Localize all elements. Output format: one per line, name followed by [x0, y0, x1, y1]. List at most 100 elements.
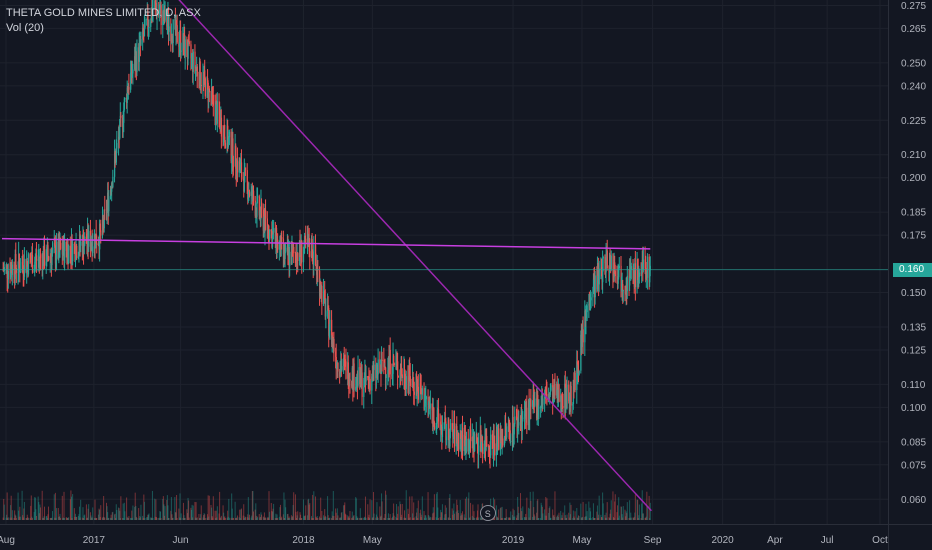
symbol-title[interactable]: THETA GOLD MINES LIMITED, D, ASX	[6, 7, 201, 19]
volume-bar	[448, 517, 450, 520]
volume-bar	[568, 517, 570, 520]
time-axis[interactable]: Aug 2017 Jun 2018 May 2019 May Sep 2020 Apr Jul Oct	[0, 524, 932, 547]
volume-bar	[407, 508, 409, 520]
volume-bar	[405, 490, 407, 520]
candle-body	[176, 25, 178, 43]
dividend-marker-icon[interactable]: S	[479, 505, 496, 521]
volume-bar	[629, 500, 631, 520]
volume-bar	[287, 513, 289, 520]
candle-body	[596, 265, 599, 290]
candle-body	[363, 387, 365, 397]
volume-bar	[585, 503, 587, 520]
volume-bar	[30, 495, 32, 520]
volume-bar	[96, 517, 98, 520]
candle-body	[285, 247, 287, 252]
volume-bar	[91, 517, 93, 520]
candle-body	[417, 386, 419, 400]
candle-body	[397, 375, 399, 378]
volume-bar	[609, 513, 611, 520]
candle-body	[289, 251, 291, 266]
volume-bar	[347, 517, 349, 520]
volume-bar	[303, 516, 305, 520]
volume-bar	[42, 517, 44, 520]
volume-bar	[345, 514, 347, 520]
volume-bar	[590, 517, 592, 520]
volume-bar	[216, 517, 218, 520]
volume-bar	[190, 507, 192, 520]
volume-bar	[389, 514, 391, 520]
volume-bar	[59, 513, 61, 520]
candle-body	[31, 255, 34, 273]
volume-bar	[372, 517, 374, 520]
volume-bar	[174, 512, 176, 520]
volume-bar	[360, 517, 362, 520]
volume-bar	[642, 513, 644, 520]
candle-body	[606, 250, 608, 269]
volume-bar	[246, 517, 248, 520]
volume-bar	[367, 504, 369, 520]
volume-bar	[476, 516, 478, 520]
volume-bar	[477, 504, 479, 520]
volume-bar	[335, 512, 337, 520]
time-tick-label: 2017	[83, 535, 106, 546]
volume-bar	[202, 517, 204, 520]
time-tick-label: 2018	[292, 535, 315, 546]
volume-bar	[416, 508, 418, 520]
volume-bar	[578, 516, 580, 520]
volume-bar	[529, 491, 531, 520]
candle-body	[514, 416, 516, 425]
volume-bar	[195, 517, 197, 520]
volume-bar	[74, 513, 76, 520]
candle-body	[256, 197, 258, 217]
volume-bar	[142, 517, 144, 520]
volume-bar	[598, 514, 600, 520]
volume-bar	[363, 517, 365, 520]
volume-bar	[480, 517, 482, 520]
volume-bar	[119, 510, 121, 520]
candlesticks	[2, 0, 651, 469]
volume-bar	[230, 517, 232, 520]
volume-bar	[195, 502, 197, 520]
candle-body	[355, 386, 357, 390]
volume-bar	[472, 504, 474, 520]
volume-bar	[235, 518, 237, 520]
volume-bar	[292, 516, 294, 520]
volume-bar	[142, 515, 144, 520]
candle-body	[512, 417, 514, 436]
volume-bar	[284, 499, 286, 520]
volume-bar	[65, 517, 67, 520]
volume-bar	[419, 513, 421, 520]
candle-body	[200, 85, 202, 87]
trendlines[interactable]	[0, 0, 888, 512]
volume-bar	[562, 512, 564, 520]
volume-bar	[315, 516, 317, 520]
volume-bar	[373, 513, 375, 520]
volume-bar	[270, 503, 272, 520]
volume-bar	[172, 517, 174, 520]
volume-bar	[508, 517, 510, 520]
volume-bar	[356, 516, 358, 520]
volume-legend[interactable]: Vol (20)	[6, 22, 44, 34]
candle-body	[445, 436, 448, 441]
volume-bar	[104, 517, 106, 520]
volume-bar	[420, 517, 422, 520]
price-tick-label: 0.200	[901, 173, 926, 184]
volume-bar	[388, 517, 390, 520]
volume-bar	[140, 504, 142, 520]
volume-bar	[284, 517, 286, 520]
candle-body	[180, 50, 182, 52]
volume-bar	[339, 517, 341, 520]
volume-bar	[295, 511, 297, 520]
volume-bar	[324, 515, 326, 520]
volume-bar	[355, 497, 357, 520]
volume-bar	[90, 515, 92, 520]
volume-bar	[561, 517, 563, 520]
candle-body	[634, 263, 637, 287]
candle-body	[612, 255, 614, 276]
volume-bar	[227, 510, 229, 520]
volume-bar	[421, 496, 423, 520]
volume-bar	[226, 517, 228, 520]
volume-bar	[381, 493, 383, 520]
candle-body	[293, 246, 295, 253]
